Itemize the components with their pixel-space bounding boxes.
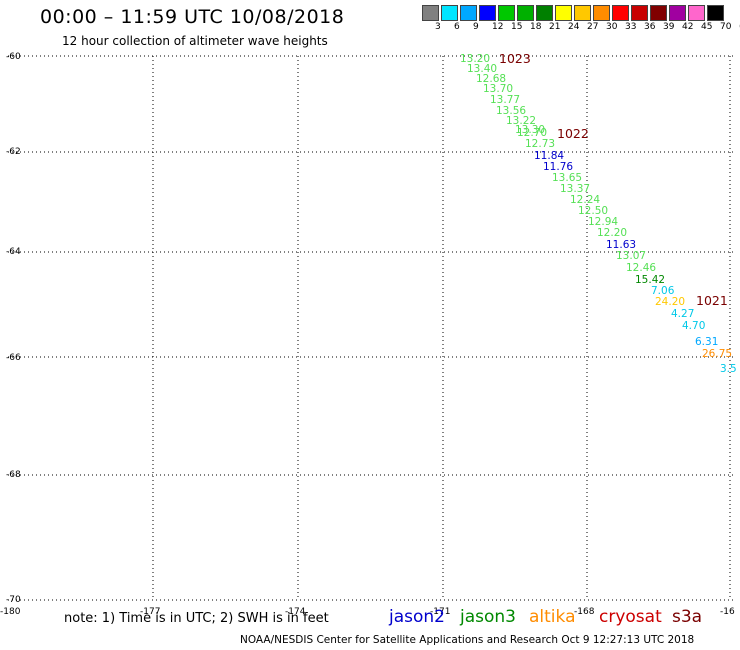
color-swatch [441,5,458,21]
color-swatch [574,5,591,21]
wave-height-value: 13.77 [490,94,520,106]
wave-height-value: 12.50 [578,205,608,217]
color-scale-label: 30 [606,22,618,32]
rev-number: 1021 [696,293,728,308]
latitude-label: -66 [6,353,21,363]
color-swatch [479,5,496,21]
legend-altika: altika [529,607,576,627]
rev-labels: 1023 1022 1021 [499,51,728,308]
wave-height-value: 11.76 [543,161,573,173]
longitude-label: -16 [720,607,735,617]
color-swatch [631,5,648,21]
color-scale-label: 27 [587,22,599,32]
wave-height-value: 12.24 [570,194,600,206]
color-swatch [688,5,705,21]
color-swatch [536,5,553,21]
color-scale-label: 3 [435,22,441,32]
units-note: note: 1) Time is in UTC; 2) SWH is in fe… [64,611,329,626]
wave-height-value: 6.31 [695,336,718,348]
latitude-label: -70 [6,595,21,605]
color-scale-label: 24 [568,22,580,32]
wave-height-value: 12.73 [525,138,555,150]
longitude-label: -180 [0,607,21,617]
wave-height-value: 12.46 [626,262,656,274]
wave-height-value: 26.75 [702,348,732,360]
wave-height-value: 13.37 [560,183,590,195]
wave-height-value: 3.5 [720,363,737,375]
latitude-label: -68 [6,470,21,480]
page-subtitle: 12 hour collection of altimeter wave hei… [62,34,328,48]
color-scale-label: 45 [701,22,713,32]
color-scale-label: 21 [549,22,561,32]
legend-s3a: s3a [672,607,703,627]
color-swatch [460,5,477,21]
wave-height-value: 12.70 [517,127,547,139]
color-scale-label: 9 [473,22,479,32]
wave-height-value: 11.84 [534,150,564,162]
color-scale-label: 42 [682,22,694,32]
color-swatch [517,5,534,21]
wave-height-value: 4.70 [682,320,705,332]
wave-height-value: 24.20 [655,296,685,308]
map-grid [8,55,735,601]
color-scale-label: 6 [454,22,460,32]
latitude-label: -64 [6,247,21,257]
color-swatch [422,5,439,21]
longitude-label: -174 [285,607,306,617]
page-title: 00:00 – 11:59 UTC 10/08/2018 [40,6,345,28]
color-scale-label: 18 [530,22,542,32]
wave-height-value: 13.56 [496,105,526,117]
wave-height-value: 4.27 [671,308,694,320]
color-swatch [669,5,686,21]
rev-number: 1022 [557,126,589,141]
color-scale-label: 15 [511,22,523,32]
color-swatch [650,5,667,21]
rev-number: 1023 [499,51,531,66]
wave-height-value: 13.40 [467,63,497,75]
color-swatch [498,5,515,21]
longitude-label: -171 [430,607,450,617]
wave-height-value: 12.68 [476,73,506,85]
wave-height-value: 11.63 [606,239,636,251]
observation-track: 13.2013.4012.6813.7013.7713.5613.2213.30… [460,53,737,375]
color-swatch [612,5,629,21]
wave-height-value: 12.94 [588,216,618,228]
longitude-label: -168 [574,607,595,617]
wave-height-value: 15.42 [635,274,665,286]
credit-line: NOAA/NESDIS Center for Satellite Applica… [240,634,695,646]
color-swatch [593,5,610,21]
wave-height-value: 13.07 [616,250,646,262]
color-scale-label: 36 [644,22,656,32]
legend-jason3: jason3 [460,607,516,627]
wave-height-value: 13.65 [552,172,582,184]
wave-height-value: 13.70 [483,83,513,95]
wave-height-value: 13.20 [460,53,490,65]
color-scale-label: 70 [720,22,732,32]
color-scale-label: 33 [625,22,637,32]
axis-labels: -60 -62 -64 -66 -68 -70 -180 -177 -174 -171 -168 -1… [0,52,735,617]
color-scale-label: 12 [492,22,504,32]
latitude-label: -62 [6,147,21,157]
wave-height-value: 13.22 [506,115,536,127]
wave-height-value: 12.20 [597,227,627,239]
color-swatch [707,5,724,21]
color-scale-label: 39 [663,22,675,32]
latitude-label: -60 [6,52,21,62]
legend-cryosat: cryosat [599,607,662,627]
longitude-label: -177 [140,607,160,617]
legend-jason2: jason2 [389,607,445,627]
wave-height-value: 7.06 [651,285,675,297]
wave-height-value: 13.30 [515,124,545,136]
color-swatch [555,5,572,21]
